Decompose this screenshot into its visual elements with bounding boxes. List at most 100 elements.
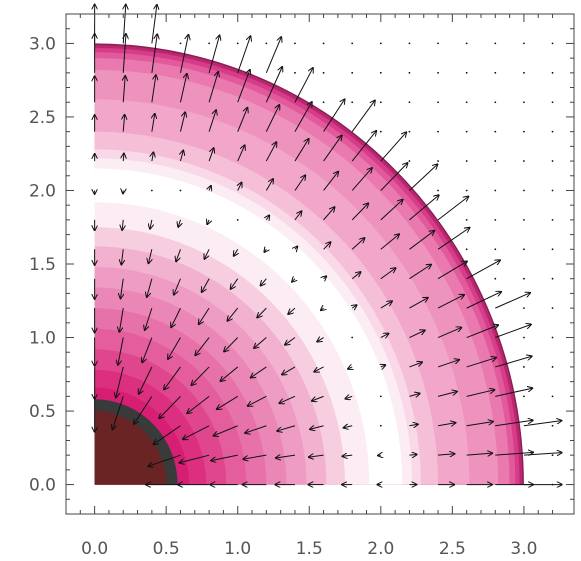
vector-arrow-85 bbox=[237, 36, 251, 73]
vector-dot-133 bbox=[322, 71, 325, 74]
vector-arrow-97 bbox=[265, 179, 273, 191]
vector-dot-248 bbox=[551, 454, 554, 457]
vector-dot-180 bbox=[408, 101, 411, 104]
vector-arrow-98 bbox=[265, 142, 276, 162]
vector-arrow-100 bbox=[265, 67, 282, 103]
vector-arrow-19 bbox=[122, 219, 123, 230]
vector-arrow-127 bbox=[323, 242, 331, 250]
vector-arrow-17 bbox=[121, 278, 124, 299]
x-tick-label-2: 1.0 bbox=[224, 539, 251, 559]
vector-arrow-191 bbox=[437, 228, 469, 250]
vector-arrow-78 bbox=[231, 278, 239, 289]
vector-dot-258 bbox=[551, 160, 554, 162]
vector-dot-246 bbox=[523, 42, 525, 45]
vector-arrow-77 bbox=[227, 307, 239, 321]
vector-dot-252 bbox=[551, 336, 554, 339]
vector-arrow-159 bbox=[380, 234, 399, 250]
vector-arrow-25 bbox=[123, 5, 126, 44]
vector-dot-140 bbox=[351, 336, 354, 339]
vector-arrow-141 bbox=[352, 305, 356, 308]
vector-dot-193 bbox=[437, 189, 439, 192]
vector-arrow-218 bbox=[495, 388, 532, 397]
vector-arrow-162 bbox=[380, 132, 406, 162]
vector-dot-254 bbox=[551, 277, 554, 280]
vector-arrow-99 bbox=[265, 105, 279, 132]
vector-arrow-174 bbox=[409, 265, 431, 280]
vector-arrow-96 bbox=[266, 215, 269, 219]
vector-arrow-203 bbox=[466, 358, 496, 368]
vector-dot-208 bbox=[465, 218, 468, 221]
vector-dot-149 bbox=[351, 71, 354, 74]
vector-dot-247 bbox=[551, 483, 554, 486]
x-tick-label-0: 0.0 bbox=[81, 539, 108, 559]
vector-dot-240 bbox=[523, 218, 525, 221]
vector-arrow-188 bbox=[437, 328, 461, 338]
vector-dot-259 bbox=[551, 130, 554, 133]
vector-dot-132 bbox=[322, 101, 325, 104]
vector-arrow-116 bbox=[294, 68, 313, 103]
vector-dot-227 bbox=[494, 130, 497, 133]
vector-dot-207 bbox=[465, 248, 468, 251]
vector-arrow-57 bbox=[183, 425, 210, 439]
vector-arrow-145 bbox=[351, 168, 372, 191]
vector-dot-250 bbox=[551, 395, 554, 398]
vector-dot-256 bbox=[551, 218, 554, 221]
vector-arrow-206 bbox=[466, 260, 500, 280]
vector-arrow-95 bbox=[264, 249, 266, 252]
vector-arrow-84 bbox=[237, 70, 250, 103]
vector-arrow-169 bbox=[409, 424, 417, 426]
vector-arrow-58 bbox=[187, 395, 210, 413]
vector-dot-153 bbox=[379, 424, 382, 427]
vector-dot-261 bbox=[551, 71, 554, 74]
vector-arrow-79 bbox=[234, 249, 238, 255]
vector-arrow-88 bbox=[243, 454, 267, 459]
vector-dot-229 bbox=[494, 71, 497, 74]
vector-arrow-73 bbox=[214, 425, 238, 436]
vector-dot-179 bbox=[408, 130, 411, 133]
vector-dot-197 bbox=[437, 71, 439, 74]
vector-arrow-122 bbox=[312, 395, 324, 401]
vector-arrow-186 bbox=[437, 392, 457, 397]
vector-arrow-173 bbox=[409, 298, 427, 309]
vector-dot-242 bbox=[523, 160, 525, 162]
vector-arrow-22 bbox=[123, 115, 124, 132]
vector-arrow-91 bbox=[251, 366, 267, 378]
vector-dot-86 bbox=[236, 42, 239, 45]
vector-dot-148 bbox=[351, 101, 354, 104]
vector-arrow-23 bbox=[123, 76, 125, 103]
vector-arrow-101 bbox=[265, 37, 281, 74]
vector-dot-237 bbox=[523, 307, 525, 310]
vector-arrow-123 bbox=[314, 366, 324, 372]
vector-arrow-170 bbox=[409, 394, 419, 397]
vector-arrow-175 bbox=[409, 231, 434, 250]
vector-arrow-217 bbox=[495, 420, 532, 427]
vector-arrow-204 bbox=[466, 325, 498, 338]
vector-dot-245 bbox=[523, 71, 525, 74]
vector-arrow-40 bbox=[148, 454, 181, 466]
vector-dot-80 bbox=[236, 218, 239, 221]
vector-dot-33 bbox=[150, 189, 153, 192]
vector-dot-102 bbox=[265, 42, 268, 45]
vector-arrow-233 bbox=[523, 421, 561, 427]
vector-arrow-75 bbox=[221, 366, 239, 381]
vector-arrow-205 bbox=[466, 292, 501, 309]
vector-dot-70 bbox=[208, 42, 210, 45]
vector-arrow-65 bbox=[209, 186, 211, 191]
velocity-vectors bbox=[95, 5, 562, 486]
vector-arrow-15 bbox=[118, 337, 124, 365]
vector-arrow-74 bbox=[217, 395, 238, 409]
vector-arrow-60 bbox=[195, 337, 210, 356]
vector-arrow-219 bbox=[495, 356, 531, 368]
vector-arrow-126 bbox=[324, 276, 327, 278]
vector-arrow-61 bbox=[199, 307, 210, 324]
plot-axes: 0.0 0.5 1.0 1.5 2.0 2.5 3.0 0.0 0.5 1.0 1.5 2.0 2.5 3… bbox=[29, 13, 575, 559]
vector-arrow-187 bbox=[437, 360, 459, 368]
y-tick-label-2: 1.0 bbox=[29, 329, 56, 349]
vector-arrow-50 bbox=[180, 151, 183, 162]
vector-arrow-144 bbox=[351, 203, 368, 221]
vector-arrow-13 bbox=[113, 396, 124, 429]
vector-arrow-68 bbox=[208, 72, 218, 103]
vector-arrow-142 bbox=[351, 272, 360, 280]
vector-dot-150 bbox=[351, 42, 354, 45]
vector-arrow-201 bbox=[466, 422, 493, 427]
